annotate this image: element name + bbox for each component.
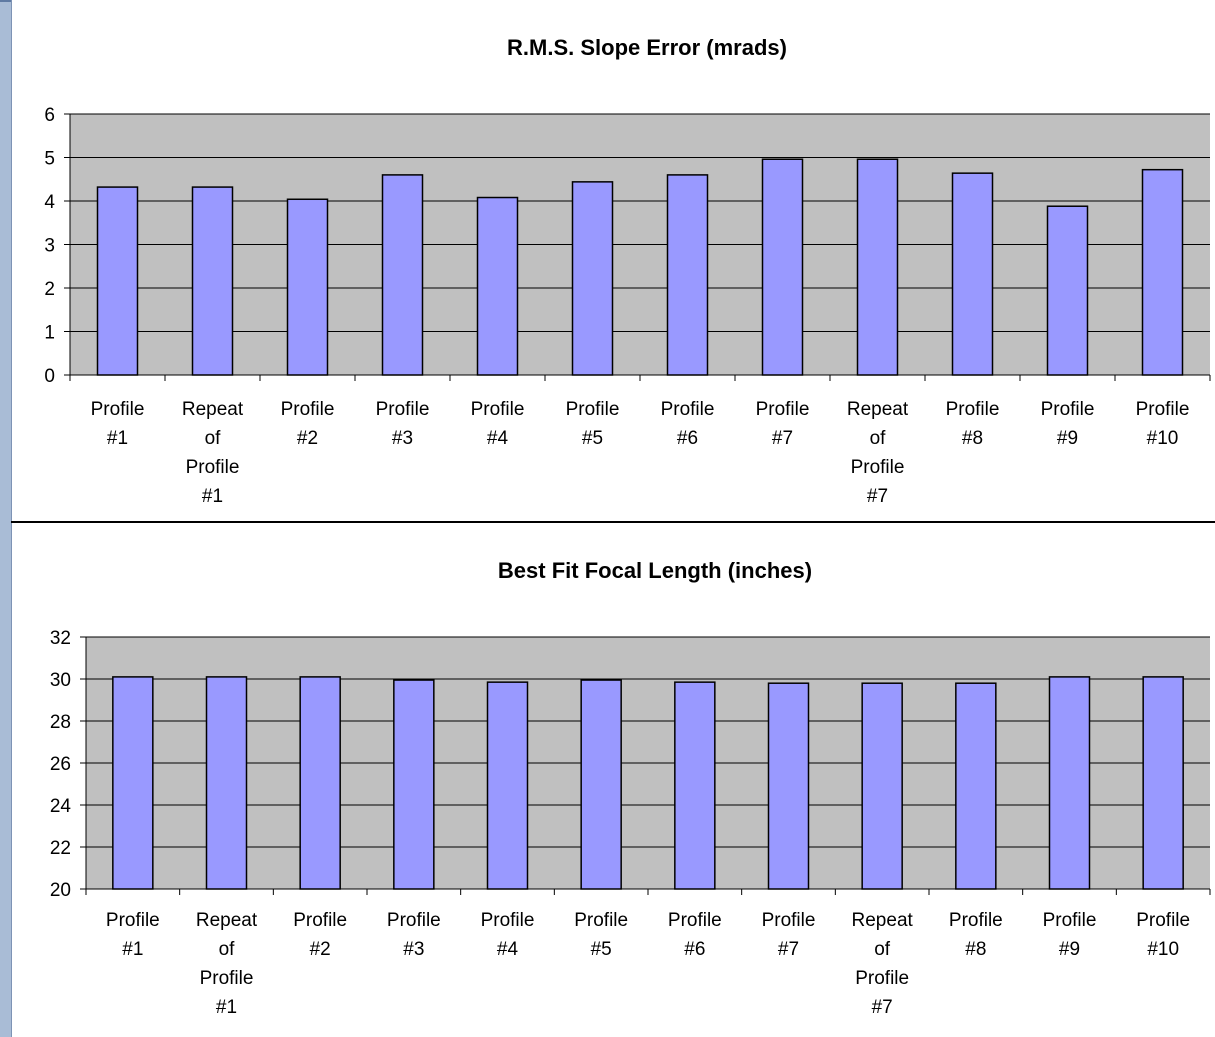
- y-tick-label: 24: [50, 796, 72, 817]
- x-tick-label: Profile #4: [471, 399, 525, 449]
- y-tick-label: 26: [50, 754, 71, 775]
- y-tick-label: 0: [44, 366, 55, 387]
- bar: [381, 174, 424, 376]
- x-tick-label: Profile #9: [1043, 910, 1097, 960]
- chart-title: Best Fit Focal Length (inches): [498, 558, 812, 583]
- bar: [666, 174, 709, 376]
- bar: [1046, 205, 1089, 376]
- x-tick-label: Profile #1: [91, 399, 145, 449]
- x-tick-label: Repeat of Profile #1: [182, 399, 244, 507]
- x-tick-label: Repeat of Profile #7: [847, 399, 909, 507]
- x-tick-label: Profile #10: [1136, 399, 1190, 449]
- chart-title: R.M.S. Slope Error (mrads): [507, 35, 787, 60]
- x-tick-label: Profile #2: [281, 399, 335, 449]
- bar: [393, 679, 435, 890]
- bar: [856, 158, 899, 376]
- bar: [767, 682, 810, 890]
- x-tick-label: Profile #3: [387, 910, 441, 960]
- bar: [580, 679, 622, 890]
- bar: [951, 172, 994, 376]
- bar: [286, 198, 329, 376]
- bar: [191, 186, 234, 376]
- y-tick-label: 22: [50, 838, 71, 859]
- bar: [674, 681, 716, 890]
- bar: [1141, 168, 1184, 376]
- y-tick-label: 20: [50, 880, 71, 901]
- y-tick-label: 30: [50, 670, 71, 691]
- x-tick-label: Profile #5: [566, 399, 620, 449]
- bar: [486, 681, 529, 890]
- x-tick-label: Profile #4: [481, 910, 535, 960]
- bar: [476, 196, 519, 376]
- x-tick-label: Profile #1: [106, 910, 160, 960]
- bar: [955, 682, 997, 890]
- y-tick-label: 4: [44, 192, 55, 213]
- x-tick-label: Profile #3: [376, 399, 430, 449]
- bar: [861, 682, 903, 890]
- chart-divider: [11, 521, 1215, 523]
- y-tick-label: 32: [50, 628, 71, 649]
- slope-error-chart: R.M.S. Slope Error (mrads) 0 1 2 3 4 5 6 Profile…: [44, 35, 1211, 507]
- bar: [96, 186, 139, 376]
- x-tick-label: Profile #10: [1136, 910, 1190, 960]
- bar: [761, 158, 804, 376]
- y-tick-label: 5: [44, 149, 55, 170]
- focal-length-chart: Best Fit Focal Length (inches) 20 22 24 26 28…: [50, 558, 1211, 1018]
- x-tick-label: Profile #2: [293, 910, 347, 960]
- bar: [571, 181, 614, 376]
- x-tick-label: Profile #6: [668, 910, 722, 960]
- bar: [112, 676, 154, 890]
- x-tick-label: Profile #5: [574, 910, 628, 960]
- y-tick-label: 1: [44, 323, 55, 344]
- x-tick-label: Repeat of Profile #1: [196, 910, 258, 1018]
- bar: [1142, 676, 1184, 890]
- x-tick-label: Repeat of Profile #7: [852, 910, 914, 1018]
- bar: [1048, 676, 1091, 890]
- x-tick-label: Profile #8: [949, 910, 1003, 960]
- x-tick-label: Profile #8: [946, 399, 1000, 449]
- bar: [299, 676, 341, 890]
- x-tick-label: Profile #7: [756, 399, 810, 449]
- y-tick-label: 6: [44, 105, 55, 126]
- y-tick-label: 28: [50, 712, 71, 733]
- x-tick-label: Profile #7: [762, 910, 816, 960]
- x-tick-label: Profile #6: [661, 399, 715, 449]
- x-tick-label: Profile #9: [1041, 399, 1095, 449]
- y-tick-label: 2: [44, 279, 55, 300]
- bar: [205, 676, 248, 890]
- y-tick-label: 3: [44, 236, 55, 257]
